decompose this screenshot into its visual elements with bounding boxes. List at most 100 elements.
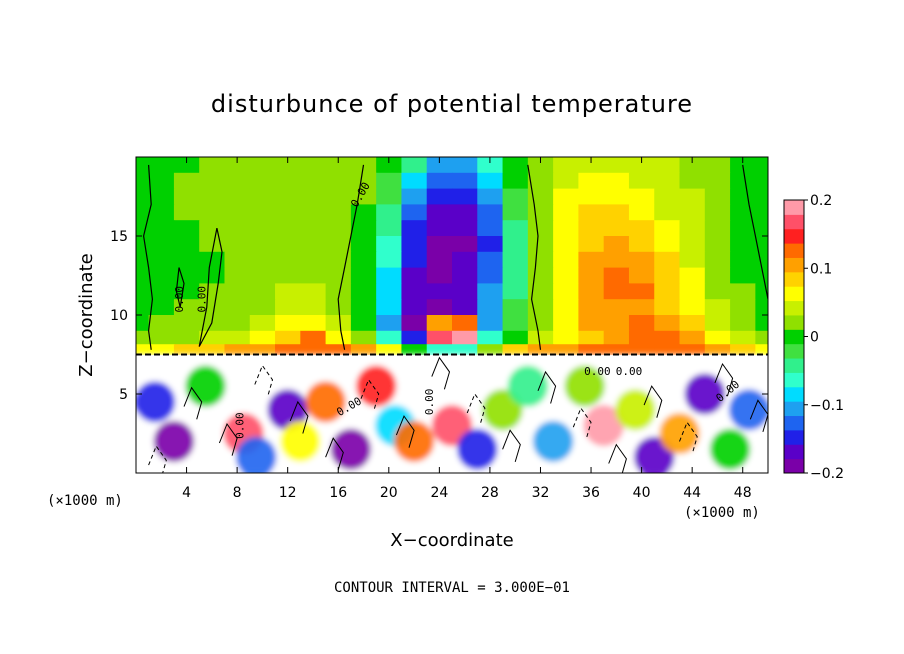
x-tick-label: 48 — [734, 485, 752, 501]
x-unit-label-left: (×1000 m) — [47, 493, 123, 509]
heatmap-cell — [376, 172, 403, 190]
heatmap-cell — [325, 267, 352, 284]
heatmap-cell — [755, 188, 768, 205]
heatmap-cell — [578, 188, 605, 205]
lower-contour-line — [148, 445, 167, 473]
heatmap-cell — [275, 188, 301, 205]
colorbar-segment — [784, 200, 804, 215]
heatmap-cell — [704, 204, 731, 221]
lower-layer-blob — [532, 420, 574, 462]
heatmap-cell — [136, 251, 150, 269]
heatmap-cell — [704, 157, 731, 174]
heatmap-cell — [426, 157, 453, 174]
colorbar-segment — [784, 386, 804, 402]
heatmap-cell — [679, 315, 706, 332]
heatmap-cell — [148, 283, 175, 300]
zero-contour-line — [198, 227, 223, 347]
heatmap-cell — [704, 315, 731, 332]
heatmap-cell — [426, 330, 453, 345]
heatmap-cell — [136, 157, 150, 174]
heatmap-cell — [350, 251, 377, 269]
heatmap-cell — [452, 315, 478, 332]
lower-layer-blob — [235, 436, 277, 473]
heatmap-cell — [578, 267, 605, 284]
heatmap-cell — [755, 299, 768, 316]
lower-contour-line — [289, 400, 309, 434]
heatmap-cell — [136, 283, 150, 300]
heatmap-cell — [426, 204, 453, 221]
heatmap-cell — [224, 267, 251, 284]
heatmap-cell — [148, 188, 175, 205]
heatmap-cell — [325, 204, 352, 221]
heatmap-cell — [173, 330, 200, 345]
heatmap-cell — [300, 315, 327, 332]
zero-contour-line — [527, 164, 542, 350]
heatmap-cell — [527, 188, 554, 205]
heatmap-cell — [679, 236, 706, 253]
heatmap-cell — [730, 220, 756, 237]
heatmap-cell — [199, 236, 226, 253]
heatmap-cell — [679, 267, 706, 284]
heatmap-cell — [628, 157, 655, 174]
heatmap-cell — [730, 172, 756, 190]
x-tick-label: 12 — [279, 485, 297, 501]
heatmap-cell — [654, 204, 681, 221]
heatmap-cell — [477, 220, 504, 237]
y-axis-label: Z−coordinate — [76, 253, 97, 376]
heatmap-cell — [704, 299, 731, 316]
heatmap-cell — [148, 220, 175, 237]
heatmap-cell — [148, 251, 175, 269]
heatmap-cell — [173, 344, 200, 356]
heatmap-cell — [452, 188, 478, 205]
heatmap-cell — [730, 267, 756, 284]
lower-layer-blob — [615, 389, 656, 431]
heatmap-cell — [148, 172, 175, 190]
heatmap-cell — [654, 236, 681, 253]
heatmap-cell — [401, 236, 428, 253]
heatmap-cell — [426, 188, 453, 205]
contour-label: 0.00 — [616, 365, 643, 378]
x-unit-label-right: (×1000 m) — [684, 505, 760, 521]
heatmap-cell — [755, 172, 768, 190]
lower-layer-blob — [728, 389, 768, 431]
colorbar-segment — [784, 401, 804, 417]
heatmap-cell — [249, 283, 276, 300]
lower-contour-line — [395, 415, 415, 448]
heatmap-cell — [325, 315, 352, 332]
heatmap-cell — [275, 283, 301, 300]
heatmap-cell — [275, 299, 301, 316]
heatmap-cell — [477, 251, 504, 269]
heatmap-cell — [173, 204, 200, 221]
heatmap-cell — [401, 299, 428, 316]
heatmap-cell — [755, 157, 768, 174]
lower-layer-blob — [684, 373, 726, 415]
heatmap-cell — [275, 330, 301, 345]
lower-layer-blob — [507, 365, 549, 407]
heatmap-cell — [350, 315, 377, 332]
heatmap-cell — [376, 344, 403, 356]
contour-label: 0.00 — [584, 365, 611, 378]
x-axis-ticks: 4 8 12 16 20 24 28 32 36 40 44 48 — [182, 157, 752, 501]
colorbar-segment — [784, 429, 804, 445]
heatmap-cell — [755, 204, 768, 221]
heatmap-cell — [136, 299, 150, 316]
heatmap-cell — [628, 236, 655, 253]
heatmap-cell — [553, 267, 579, 284]
zero-contour-line — [142, 164, 154, 350]
zero-contour-line — [337, 164, 365, 350]
heatmap-cell — [173, 157, 200, 174]
heatmap-cell — [148, 344, 175, 356]
heatmap-cell — [603, 315, 630, 332]
heatmap-cell — [275, 251, 301, 269]
heatmap-cell — [148, 204, 175, 221]
heatmap-cell — [553, 251, 579, 269]
heatmap-cell — [300, 283, 327, 300]
heatmap-cell — [679, 283, 706, 300]
heatmap-cell — [173, 236, 200, 253]
heatmap-cell — [300, 251, 327, 269]
heatmap-cell — [628, 220, 655, 237]
heatmap-cell — [730, 330, 756, 345]
heatmap-cell — [527, 172, 554, 190]
heatmap-cell — [426, 251, 453, 269]
heatmap-cell — [553, 344, 579, 356]
